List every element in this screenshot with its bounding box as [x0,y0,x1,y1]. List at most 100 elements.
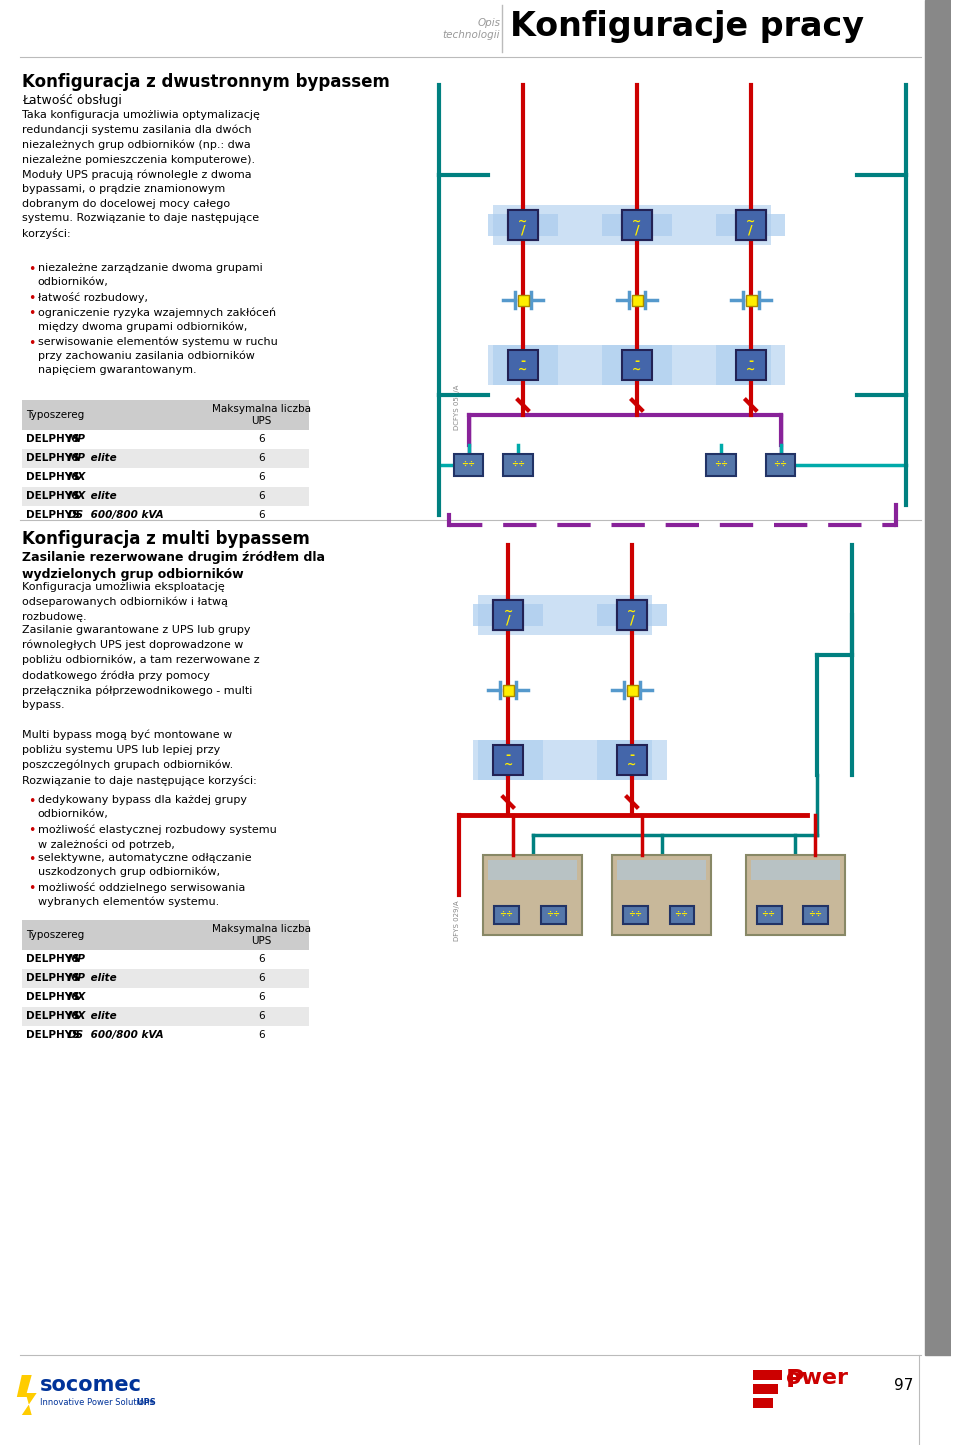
Text: Typoszereg: Typoszereg [26,410,84,420]
Bar [622,210,652,240]
Bar [753,1397,773,1407]
Bar [508,210,538,240]
Text: ÷÷: ÷÷ [675,910,688,919]
Text: łatwość rozbudowy,: łatwość rozbudowy, [37,292,148,303]
Text: •: • [28,853,36,866]
Text: 6: 6 [258,473,265,483]
Text: ÷÷: ÷÷ [545,910,560,919]
Text: DELPHYS: DELPHYS [26,1030,80,1040]
Bar [22,506,309,525]
Text: MX: MX [67,1011,85,1022]
Text: 6: 6 [258,510,265,520]
Bar [473,604,542,626]
Text: DELPHYS: DELPHYS [26,452,80,462]
Bar [22,1026,309,1045]
Bar [489,214,558,236]
Text: 6: 6 [258,1011,265,1022]
Text: DELPHYS: DELPHYS [26,434,80,444]
Text: -: - [635,354,639,367]
Text: 6: 6 [258,434,265,444]
Bar [454,454,484,475]
Text: MP: MP [67,954,85,964]
Text: DELPHYS: DELPHYS [26,993,80,1001]
Text: socomec: socomec [39,1376,142,1394]
Text: elite: elite [87,491,117,501]
Bar [617,600,647,630]
Bar [493,600,523,630]
Bar [617,600,647,630]
Bar [766,454,796,475]
Text: DELPHYS: DELPHYS [26,491,80,501]
Bar [489,345,558,384]
Bar [736,210,766,240]
Text: •: • [28,308,36,321]
Text: •: • [28,263,36,276]
Bar [597,604,666,626]
Text: DELPHYS: DELPHYS [26,972,80,983]
Text: P: P [785,1368,804,1392]
Text: ÷÷: ÷÷ [628,910,642,919]
Text: Konfiguracja z dwustronnym bypassem: Konfiguracja z dwustronnym bypassem [22,74,390,91]
Text: /: / [635,224,639,237]
Bar [484,855,583,935]
Text: MX: MX [67,993,85,1001]
Text: DELPHYS: DELPHYS [26,473,80,483]
Bar [602,214,672,236]
Bar [622,350,652,380]
Text: Łatwość obsługi: Łatwość obsługi [22,94,122,107]
Bar [751,860,840,880]
Text: elite: elite [87,1011,117,1022]
Bar [22,920,309,949]
Bar [22,468,309,487]
Bar [22,449,309,468]
Bar [489,860,578,880]
Bar [493,345,771,384]
Text: 97: 97 [894,1379,913,1393]
Text: DELPHYS: DELPHYS [26,510,80,520]
Text: ~: ~ [503,760,513,770]
Text: ~: ~ [627,760,636,770]
Bar [508,210,538,240]
Text: ~: ~ [633,366,641,376]
Text: ÷÷: ÷÷ [774,461,787,470]
Text: dedykowany bypass dla każdej grupy
odbiorników,: dedykowany bypass dla każdej grupy odbio… [37,795,247,819]
Bar [632,295,643,306]
Text: ÷÷: ÷÷ [808,910,822,919]
Text: UPS: UPS [133,1397,156,1407]
Text: 6: 6 [258,1030,265,1040]
Bar [623,906,648,923]
Text: Opis
technologii: Opis technologii [443,17,500,40]
Text: ~: ~ [633,217,641,227]
Bar [707,454,736,475]
Bar [473,740,542,780]
Text: możliwość elastycznej rozbudowy systemu
w zależności od potrzeb,: możliwość elastycznej rozbudowy systemu … [37,824,276,850]
Text: Taka konfiguracja umożliwia optymalizację
redundancji systemu zasilania dla dwóc: Taka konfiguracja umożliwia optymalizacj… [22,110,259,238]
Bar [617,860,707,880]
Text: Maksymalna liczba
UPS: Maksymalna liczba UPS [212,405,311,426]
Text: -: - [520,354,525,367]
Text: 600/800 kVA: 600/800 kVA [87,1030,164,1040]
Text: ~: ~ [503,607,513,617]
Bar [597,740,666,780]
Text: -: - [748,354,754,367]
Text: ÷÷: ÷÷ [511,461,525,470]
Polygon shape [17,1376,36,1415]
Bar [746,855,845,935]
Text: 6: 6 [258,954,265,964]
Text: ~: ~ [627,607,636,617]
Text: Maksymalna liczba
UPS: Maksymalna liczba UPS [212,925,311,946]
Bar [540,906,565,923]
Text: ograniczenie ryzyka wzajemnych zakłóceń
między dwoma grupami odbiorników,: ograniczenie ryzyka wzajemnych zakłóceń … [37,308,276,332]
Text: -: - [630,750,635,763]
Bar [494,906,519,923]
Bar [22,1007,309,1026]
Bar [669,906,694,923]
Bar [622,210,652,240]
Text: MX: MX [67,473,85,483]
Bar [22,988,309,1007]
Bar [627,685,637,696]
Text: ower: ower [786,1368,849,1389]
Text: 600/800 kVA: 600/800 kVA [87,510,164,520]
Text: /: / [749,224,753,237]
Text: Zasilanie gwarantowane z UPS lub grupy
równoległych UPS jest doprowadzone w
pobl: Zasilanie gwarantowane z UPS lub grupy r… [22,626,259,709]
